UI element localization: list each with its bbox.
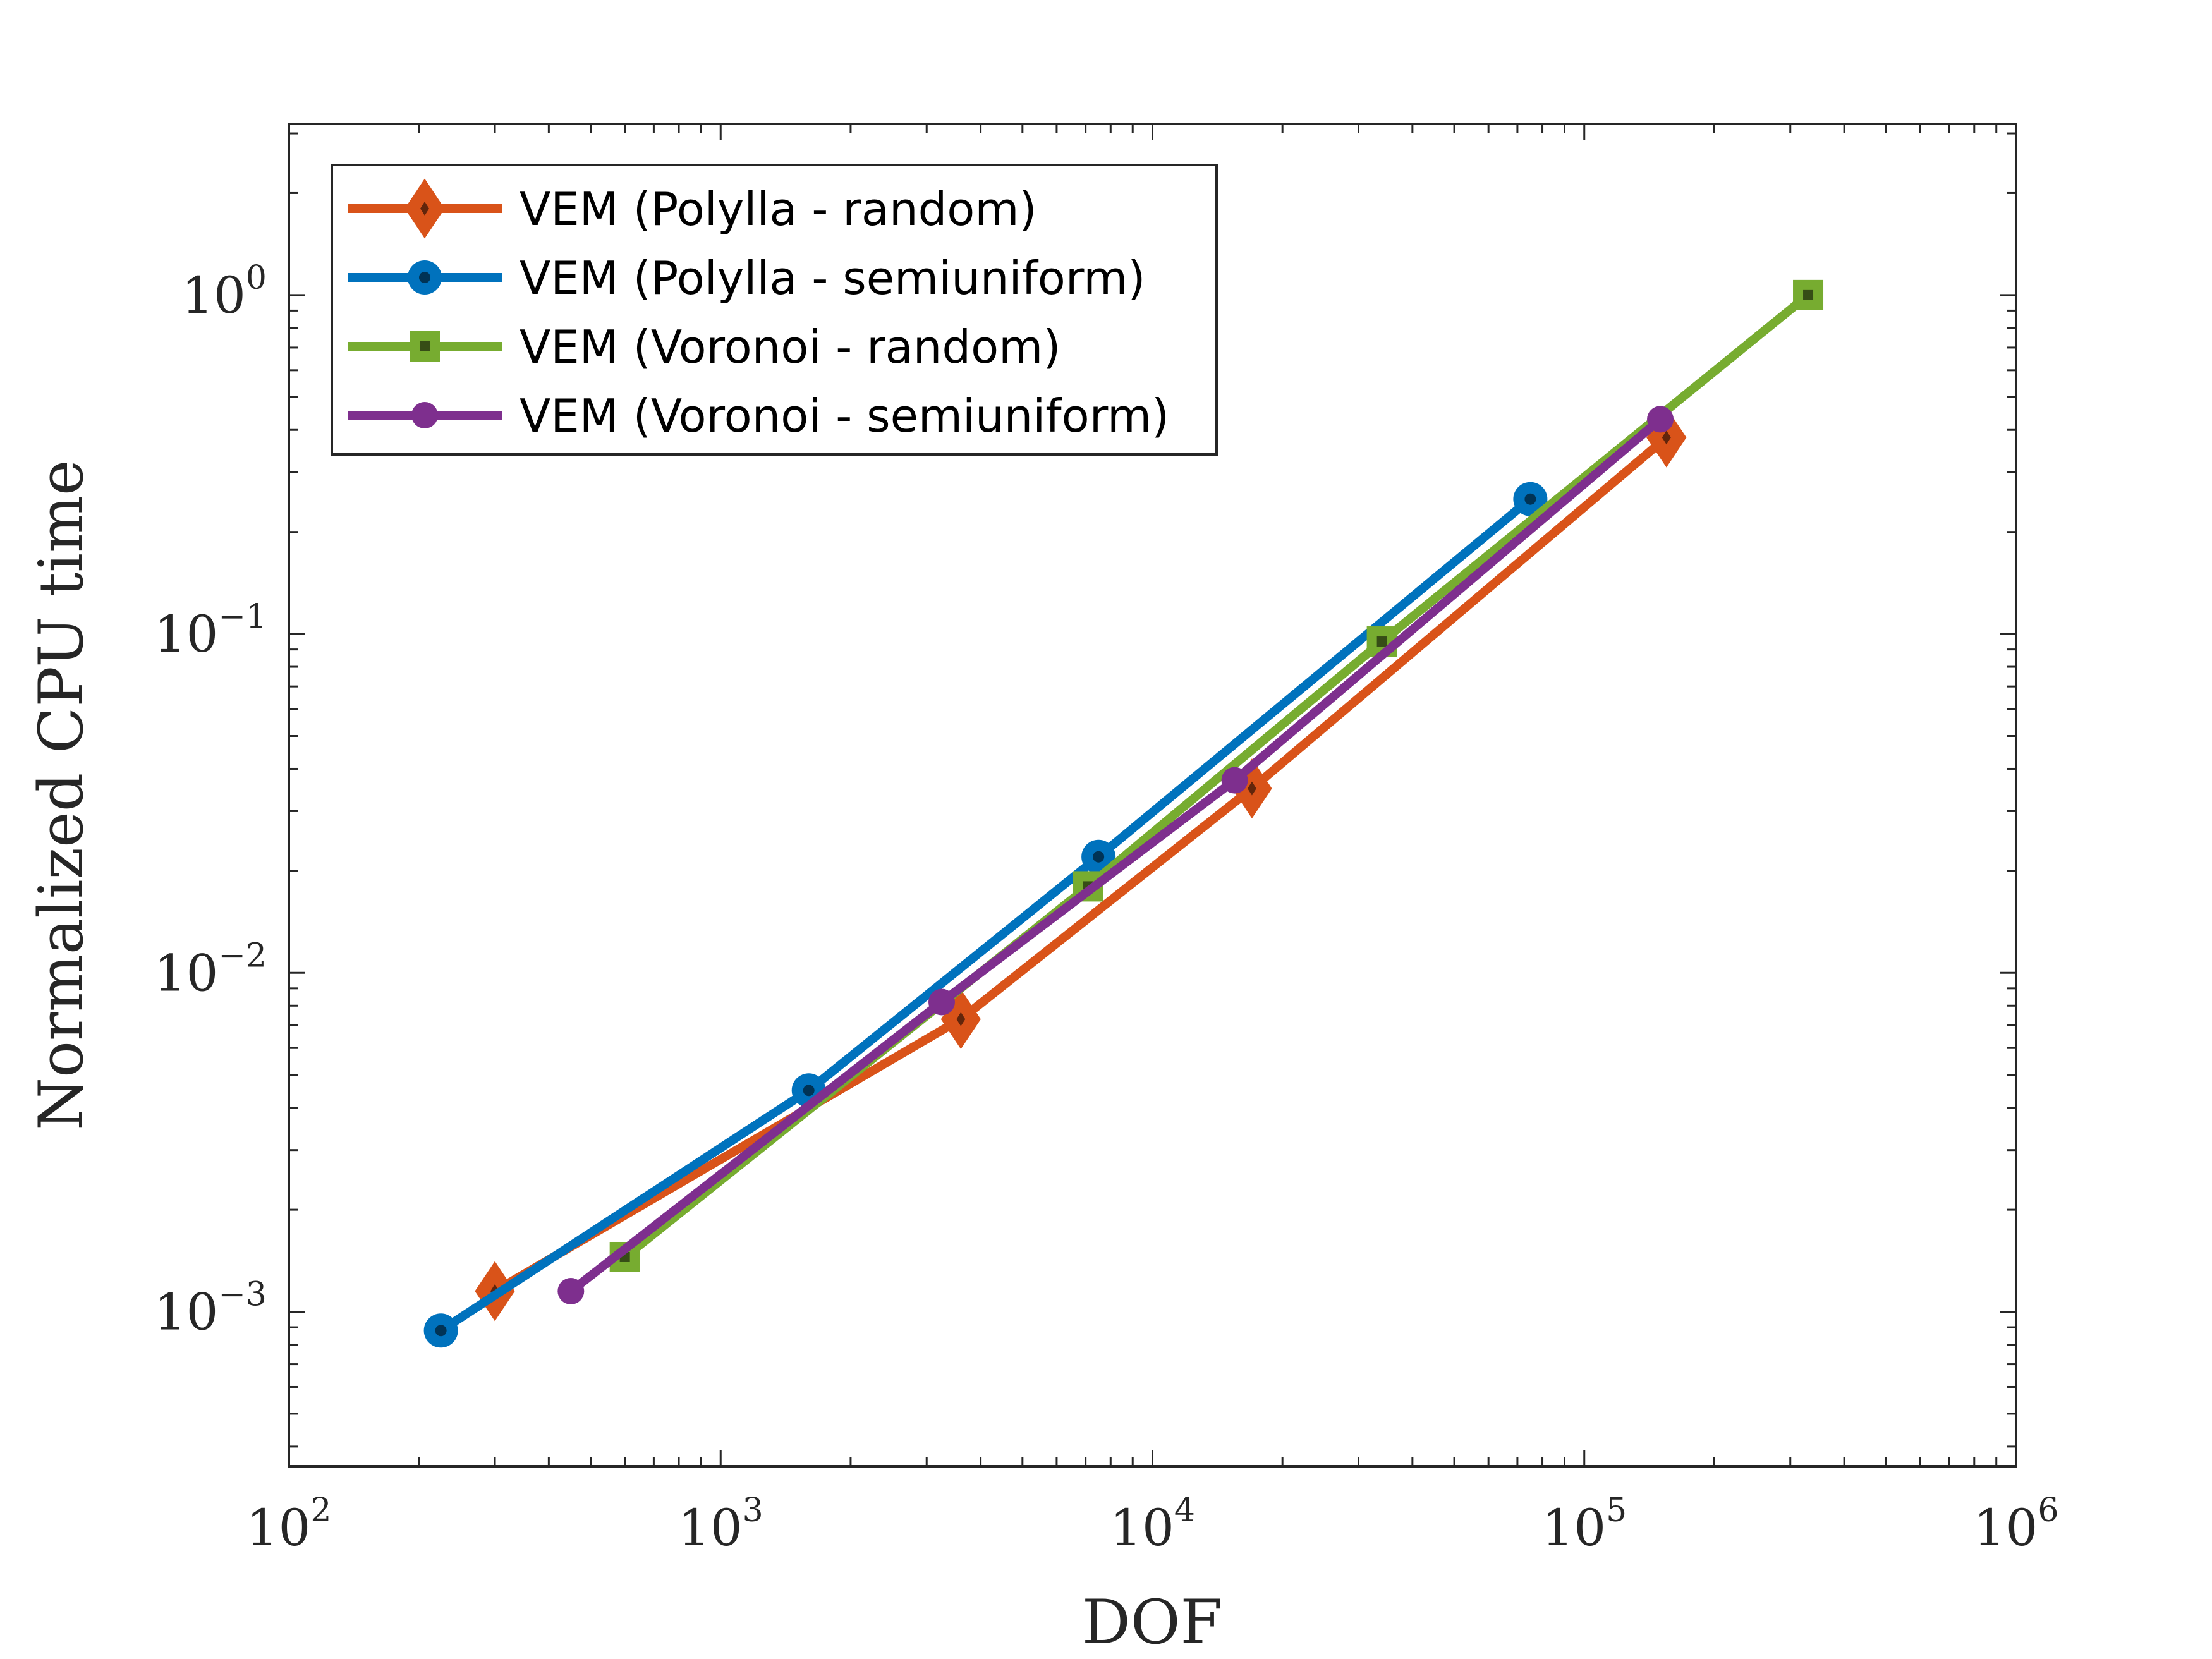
x-tick-label: 106	[1974, 1492, 2059, 1557]
x-tick-label: 105	[1541, 1492, 1627, 1557]
data-point	[928, 988, 955, 1016]
data-point-center	[1093, 851, 1105, 863]
data-point-center	[803, 1085, 815, 1097]
legend-entry: VEM (Voronoi - random)	[348, 320, 1060, 374]
data-point-center	[1247, 781, 1256, 796]
data-point	[1221, 767, 1248, 794]
data-point	[1647, 406, 1674, 433]
y-tick-label: 10−3	[154, 1276, 267, 1342]
y-tick-label: 10−1	[154, 598, 267, 664]
legend-label: VEM (Polylla - semiuniform)	[520, 252, 1145, 305]
x-tick-label: 104	[1110, 1492, 1195, 1557]
series-4	[557, 406, 1674, 1304]
legend-label: VEM (Voronoi - semiuniform)	[520, 389, 1169, 442]
legend-marker	[411, 402, 438, 428]
legend-label: VEM (Polylla - random)	[520, 183, 1037, 236]
legend-entry: VEM (Polylla - random)	[348, 178, 1037, 239]
x-tick-label: 103	[678, 1492, 763, 1557]
legend: VEM (Polylla - random) VEM (Polylla - sem…	[331, 164, 1218, 456]
data-point-center	[1376, 636, 1387, 647]
tick-labels: 102 103 104 105 106 10−3 10−2 10−1 100	[154, 259, 2059, 1557]
legend-marker-center	[419, 272, 430, 283]
x-axis-label: DOF	[1082, 1587, 1222, 1658]
series-line	[492, 434, 1670, 1296]
y-axis-label: Normalized CPU time	[26, 459, 97, 1131]
data-point	[557, 1277, 585, 1304]
legend-entry: VEM (Polylla - semiuniform)	[348, 252, 1145, 305]
legend-items: VEM (Polylla - random) VEM (Polylla - sem…	[348, 178, 1169, 442]
data-point-center	[1524, 493, 1536, 505]
series-layer	[423, 279, 1824, 1348]
legend-box	[331, 164, 1218, 456]
legend-marker-center	[420, 202, 429, 216]
data-point-center	[1803, 289, 1814, 300]
legend-marker-center	[420, 341, 430, 351]
data-point-center	[956, 1012, 966, 1026]
data-point-center	[435, 1325, 447, 1337]
legend-label: VEM (Voronoi - random)	[520, 320, 1060, 374]
series-line	[568, 416, 1663, 1295]
x-tick-label: 102	[246, 1492, 332, 1557]
legend-entry: VEM (Voronoi - semiuniform)	[348, 389, 1169, 442]
axis-ticks	[288, 124, 2016, 1466]
y-tick-label: 10−2	[154, 937, 267, 1002]
data-point-center	[1662, 430, 1671, 445]
y-tick-label: 100	[181, 259, 267, 325]
series-line	[438, 495, 1533, 1335]
